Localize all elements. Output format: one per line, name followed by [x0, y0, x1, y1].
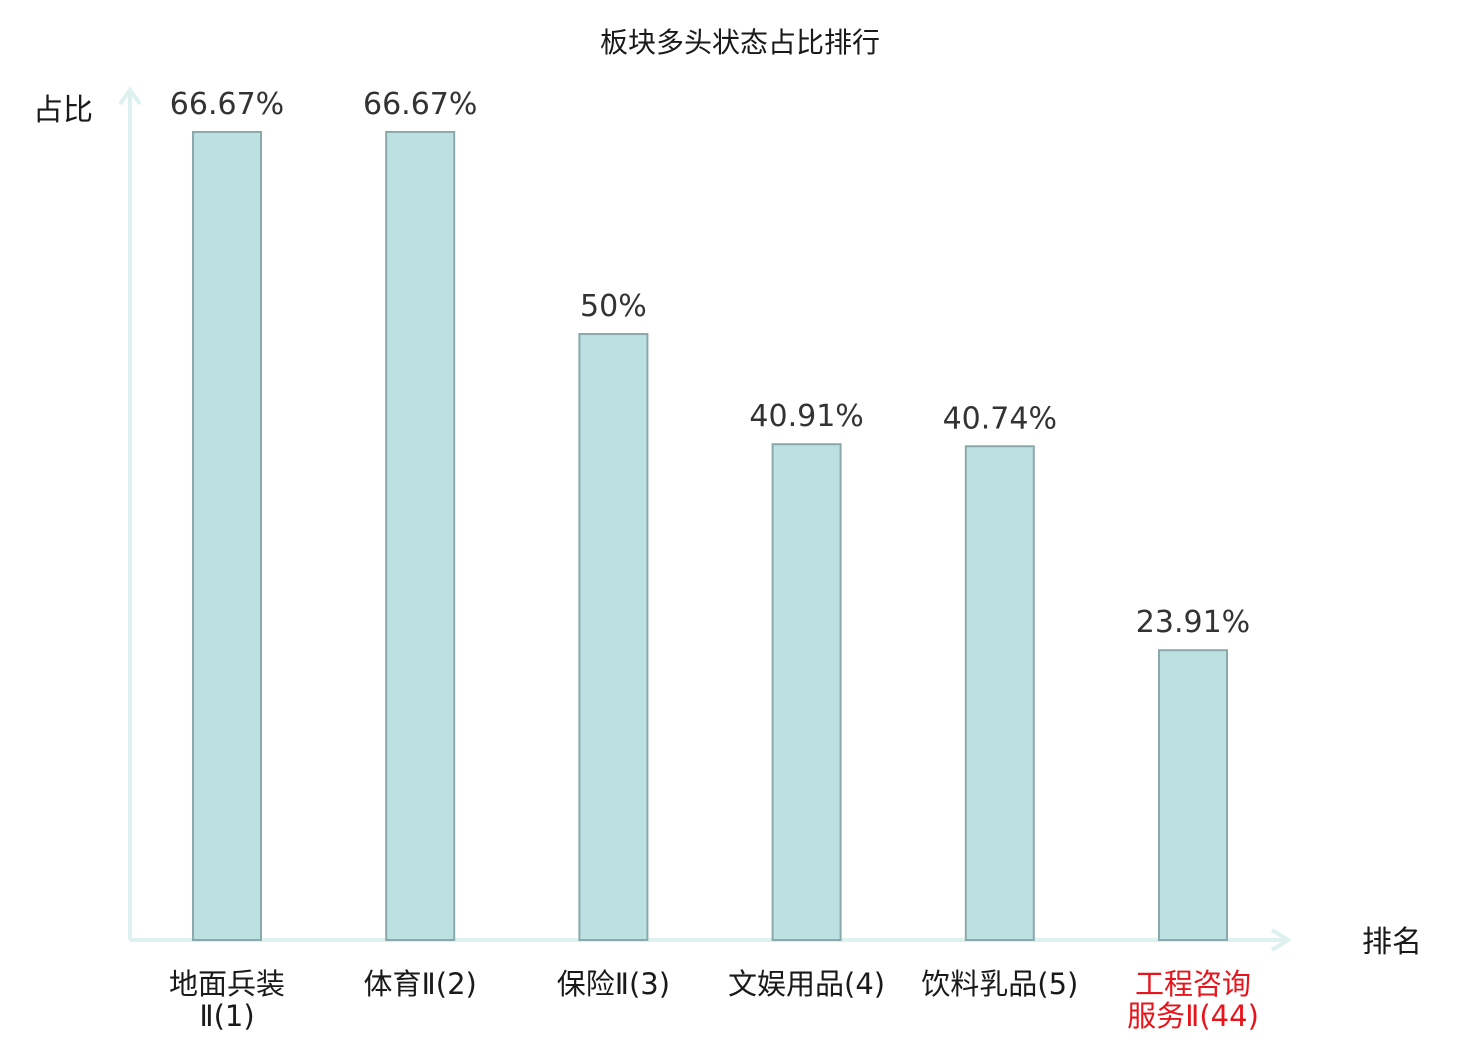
- bar: [1158, 649, 1228, 941]
- bar-value-label: 40.74%: [943, 401, 1057, 436]
- x-axis-arrow: [1270, 928, 1292, 952]
- bars: [192, 131, 1228, 942]
- bar-value-label: 23.91%: [1136, 605, 1250, 640]
- axes: [118, 86, 1292, 952]
- bar: [578, 333, 649, 942]
- x-tick-label: 保险Ⅱ(3): [557, 967, 670, 1001]
- bar: [192, 131, 262, 941]
- value-labels: 66.67% 66.67% 50% 40.91% 40.74% 23.91%: [170, 87, 1250, 640]
- bar: [771, 443, 842, 941]
- y-axis-arrow: [118, 86, 142, 106]
- bar: [385, 131, 456, 941]
- x-tick-label: 体育Ⅱ(2): [364, 967, 477, 1001]
- bar: [964, 445, 1035, 941]
- y-axis-label: 占比: [33, 93, 93, 128]
- x-tick-label: 文娱用品(4): [728, 967, 885, 1001]
- bar-value-label: 66.67%: [363, 87, 477, 122]
- bar-value-label: 40.91%: [749, 399, 863, 434]
- x-tick-label: 工程咨询服务Ⅱ(44): [1127, 967, 1259, 1033]
- x-tick-label: 地面兵装 Ⅱ(1): [169, 967, 285, 1033]
- bar-value-label: 66.67%: [170, 87, 284, 122]
- chart-title: 板块多头状态占比排行: [600, 26, 880, 59]
- x-tick-label: 饮料乳品(5): [921, 967, 1078, 1001]
- x-tick-labels: 地面兵装 Ⅱ(1) 体育Ⅱ(2) 保险Ⅱ(3) 文娱用品(4) 饮料乳品(5) 工程咨询服务…: [169, 967, 1259, 1033]
- bar-value-label: 50%: [580, 289, 647, 324]
- x-axis-label: 排名: [1362, 925, 1422, 960]
